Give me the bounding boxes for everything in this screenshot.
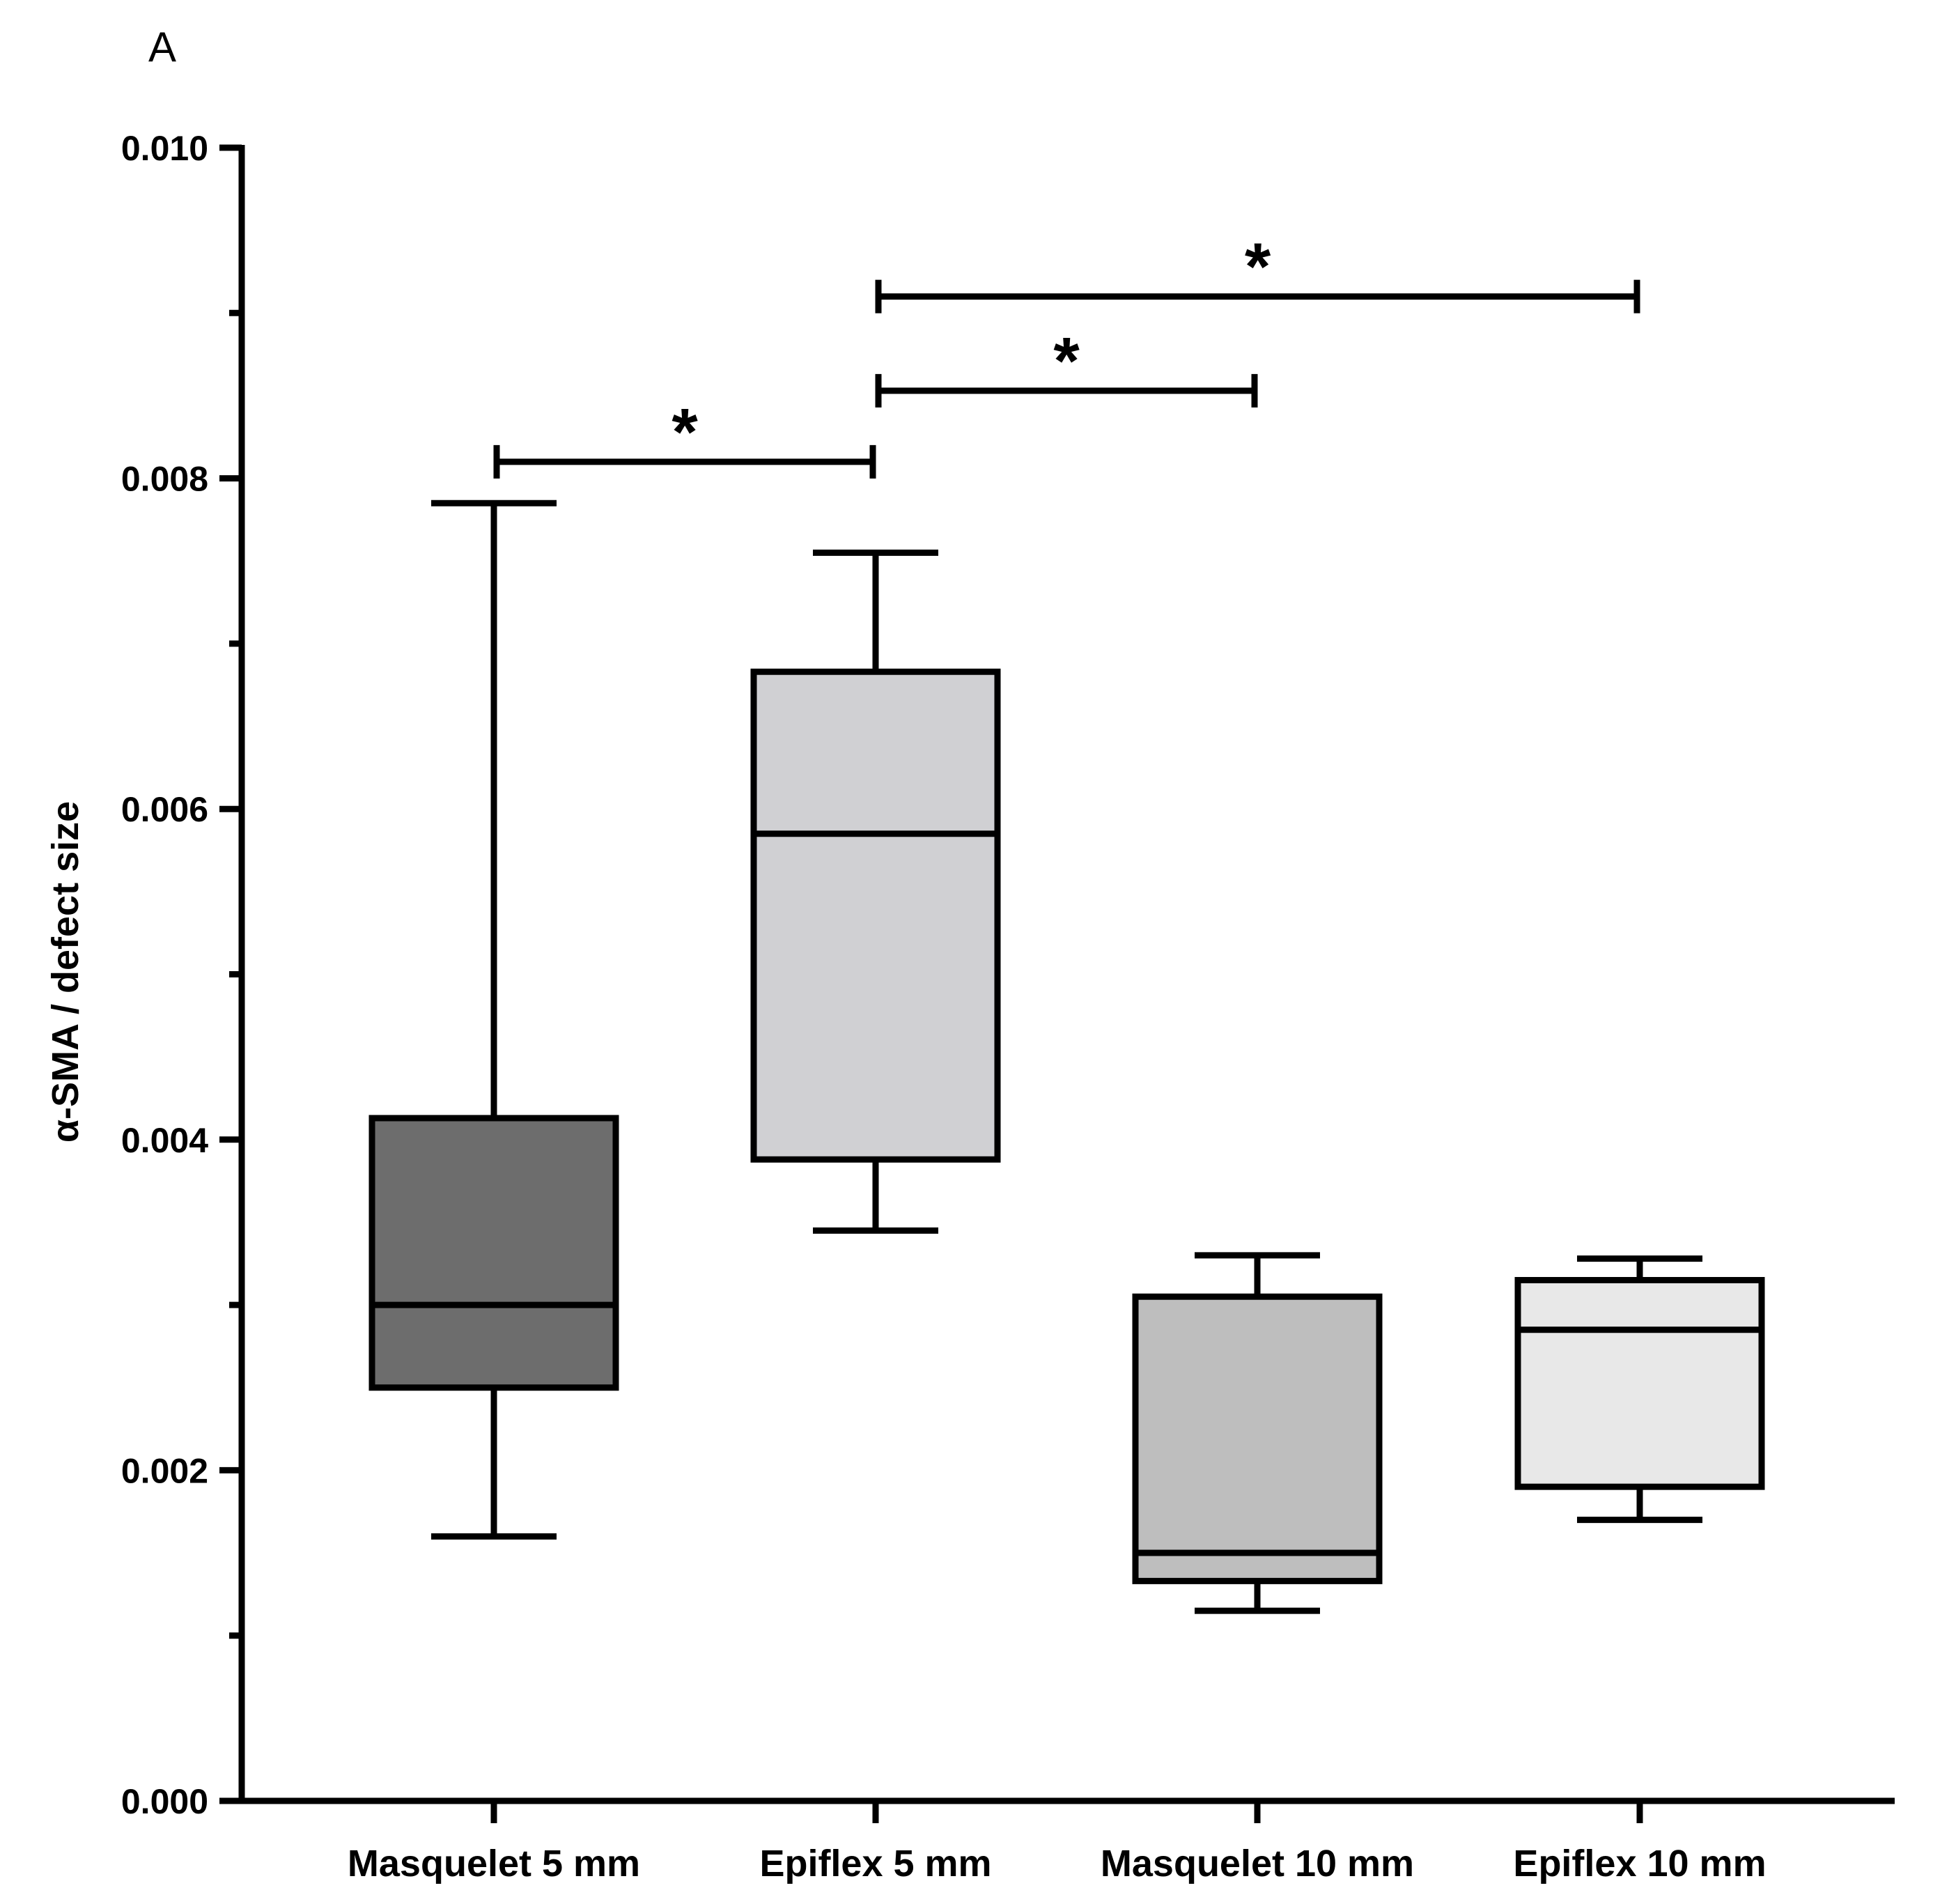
significance-star: * [671,395,698,470]
x-tick-label: Epiflex 10 mm [1513,1843,1766,1884]
x-tick-label: Epiflex 5 mm [759,1843,991,1884]
significance-star: * [1053,324,1080,398]
y-tick-label: 0.004 [121,1121,208,1160]
significance-bracket: * [875,324,1258,408]
box-iqr [1514,1277,1765,1490]
y-axis-label: α-SMA / defect size [45,801,86,1143]
box-group [750,549,1001,1234]
box-group [368,500,619,1540]
significance-bracket: * [875,230,1640,314]
panel-label: A [148,24,176,70]
box-group [1132,1252,1383,1614]
y-tick-label: 0.008 [121,460,208,499]
significance-star: * [1245,230,1271,304]
y-tick-label: 0.006 [121,790,208,829]
y-tick-label: 0.000 [121,1782,208,1821]
y-tick-label: 0.010 [121,129,208,168]
significance-bracket: * [493,395,876,479]
y-tick-label: 0.002 [121,1451,208,1490]
boxes [368,500,1765,1614]
axes: 0.000 0.002 0.004 0.006 0.008 0.010 α-SMA / de… [45,129,1895,1884]
box-iqr [368,1115,619,1391]
box-group [1514,1255,1765,1524]
x-tick-label: Masquelet 10 mm [1101,1843,1414,1884]
x-tick-label: Masquelet 5 mm [348,1843,640,1884]
significance-brackets: * * * [493,230,1640,479]
box-iqr [1132,1293,1383,1584]
box-iqr [750,668,1001,1163]
